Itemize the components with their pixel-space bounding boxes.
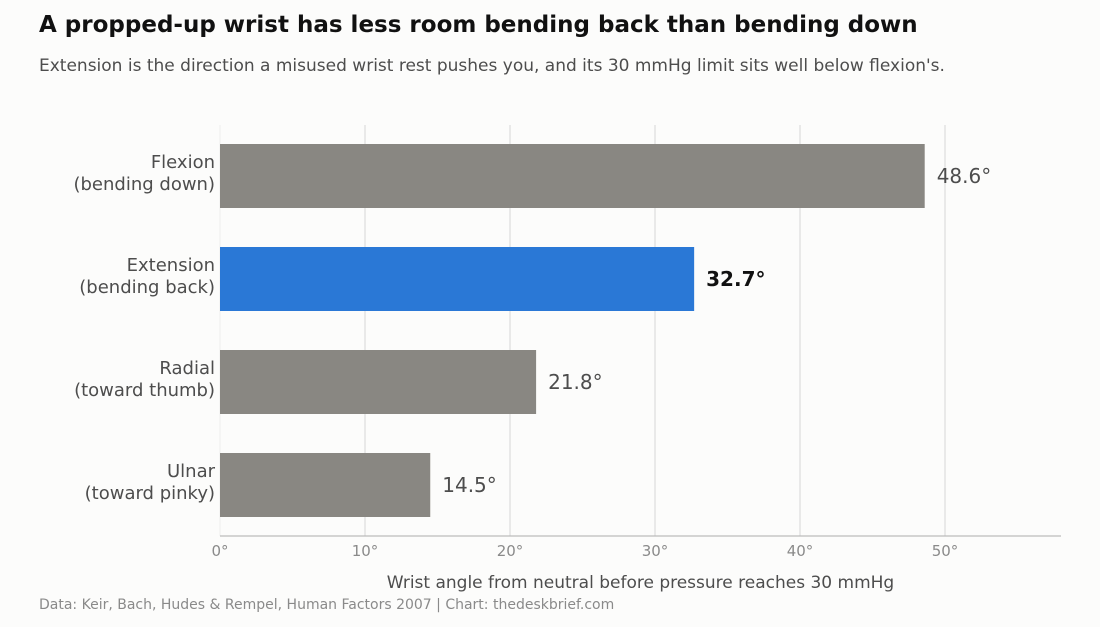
value-label-0: 48.6° xyxy=(937,164,992,188)
value-label-3: 14.5° xyxy=(442,473,497,497)
category-label-2: Radial (toward thumb) xyxy=(74,358,215,401)
chart-title: A propped-up wrist has less room bending… xyxy=(39,12,918,38)
bar-2 xyxy=(220,350,537,414)
bar-3 xyxy=(220,453,431,517)
x-tick-label-20: 20° xyxy=(497,542,524,560)
value-label-1: 32.7° xyxy=(706,267,765,291)
category-label-1: Extension (bending back) xyxy=(79,255,215,298)
x-tick-label-0: 0° xyxy=(211,542,228,560)
value-label-2: 21.8° xyxy=(548,370,603,394)
x-axis-title: Wrist angle from neutral before pressure… xyxy=(387,573,894,593)
x-tick-label-50: 50° xyxy=(932,542,959,560)
bar-1 xyxy=(220,247,695,311)
category-label-3: Ulnar (toward pinky) xyxy=(85,461,216,504)
x-tick-label-40: 40° xyxy=(787,542,814,560)
category-label-0: Flexion (bending down) xyxy=(73,152,215,195)
bar-0 xyxy=(220,144,925,208)
chart-source-footer: Data: Keir, Bach, Hudes & Rempel, Human … xyxy=(39,597,615,613)
chart-subtitle: Extension is the direction a misused wri… xyxy=(39,56,945,76)
x-tick-label-30: 30° xyxy=(642,542,669,560)
x-tick-label-10: 10° xyxy=(352,542,379,560)
